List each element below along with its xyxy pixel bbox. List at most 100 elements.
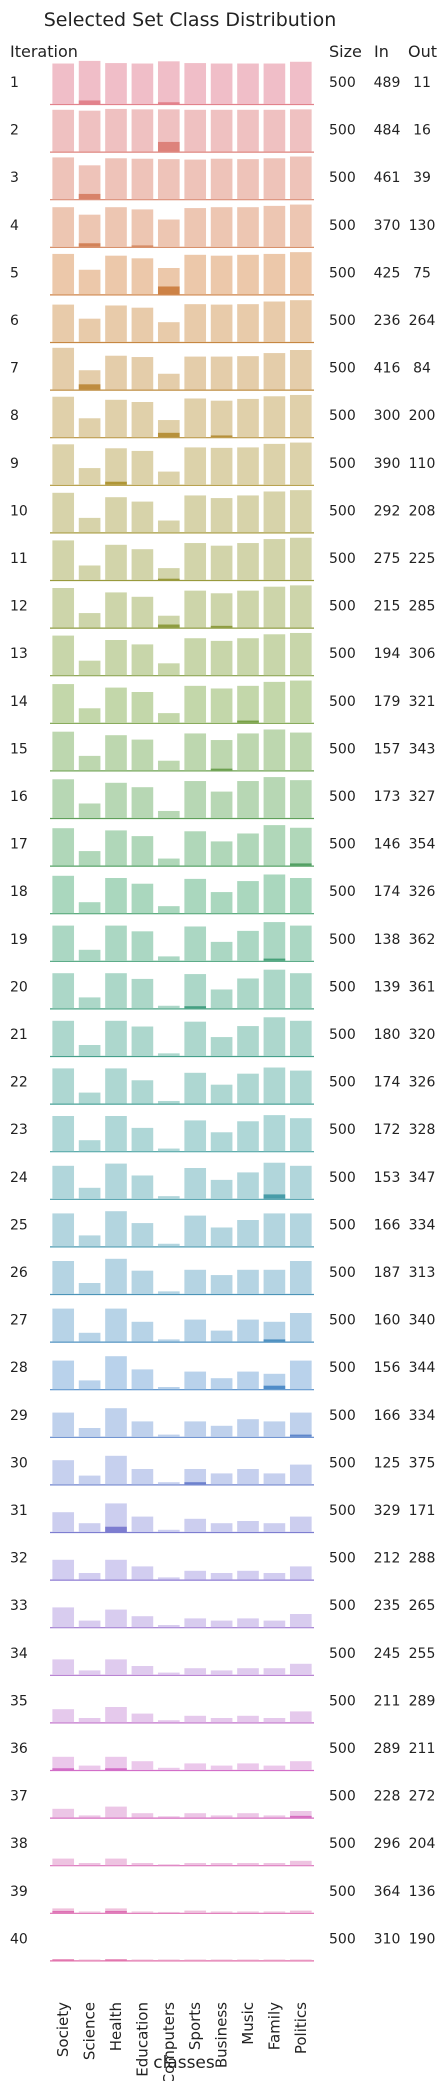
iteration-label: 14 [10, 694, 28, 710]
bar-politics [289, 585, 312, 628]
size-value: 500 [329, 1408, 356, 1424]
bar-science [78, 1428, 101, 1437]
iteration-label: 12 [10, 599, 28, 615]
bar-music [237, 1469, 259, 1485]
out-value: 255 [409, 1646, 436, 1662]
in-value: 187 [374, 1265, 401, 1281]
bar-business [210, 498, 233, 533]
bar-music [237, 207, 259, 247]
x-tick-business: Business [213, 2002, 231, 2068]
bar-family [263, 158, 286, 200]
size-value: 500 [329, 551, 356, 567]
bar-politics [289, 156, 312, 200]
bar-sports [184, 1518, 207, 1532]
in-value: 289 [374, 1741, 401, 1757]
bar-science [78, 1187, 101, 1199]
bar-music [237, 356, 259, 390]
out-value: 84 [413, 361, 431, 377]
bar-science [78, 165, 101, 200]
bar-computers [157, 1959, 180, 1961]
bar-music [237, 1269, 259, 1294]
bar-health [105, 63, 127, 104]
bar-society [52, 635, 75, 676]
bar-society [52, 1460, 75, 1485]
bar-politics [289, 1860, 312, 1866]
iteration-row: 37 500 228 272 [10, 1789, 435, 1819]
iteration-label: 18 [10, 884, 28, 900]
bar-health [105, 305, 127, 342]
bar-computers [157, 615, 180, 628]
bar-business [210, 1227, 233, 1247]
bar-sports [184, 590, 207, 628]
bar-politics [289, 300, 312, 342]
bar-family [263, 1620, 286, 1628]
bar-computers [157, 810, 180, 818]
bar-health [105, 925, 127, 961]
in-value: 153 [374, 1170, 401, 1186]
bar-computers [157, 956, 180, 961]
bar-family [263, 1959, 286, 1961]
size-value: 500 [329, 932, 356, 948]
iteration-row: 26 500 187 313 [10, 1258, 435, 1296]
highlight-bar-computers [157, 286, 180, 295]
iteration-row: 28 500 156 344 [10, 1356, 435, 1391]
size-value: 500 [329, 1789, 356, 1805]
size-value: 500 [329, 1836, 356, 1852]
bar-education [131, 1761, 154, 1770]
bar-society [52, 1559, 75, 1580]
in-value: 138 [374, 932, 401, 948]
iteration-label: 37 [10, 1789, 28, 1805]
bar-computers [157, 858, 180, 866]
highlight-bar-computers [157, 141, 180, 152]
out-value: 326 [409, 884, 436, 900]
bar-music [237, 159, 259, 200]
bar-education [131, 978, 154, 1009]
bar-family [263, 922, 286, 961]
bar-business [210, 1911, 233, 1913]
iteration-row: 6 500 236 264 [10, 300, 435, 344]
highlight-bar-business [210, 768, 233, 771]
out-value: 327 [409, 789, 436, 805]
highlight-bar-politics [289, 1434, 312, 1437]
bar-education [131, 209, 154, 247]
bar-health [105, 1503, 127, 1532]
bar-science [78, 755, 101, 771]
bar-computers [157, 663, 180, 676]
bar-business [210, 158, 233, 200]
highlight-bar-science [78, 243, 101, 247]
bar-society [52, 1068, 75, 1104]
size-value: 500 [329, 789, 356, 805]
bar-family [263, 681, 286, 723]
bar-business [210, 1330, 233, 1342]
out-value: 285 [409, 599, 436, 615]
x-tick-computers: Computers [160, 2002, 178, 2081]
bar-society [52, 1116, 75, 1152]
highlight-bar-society [52, 1959, 75, 1961]
bar-education [131, 1959, 154, 1961]
bar-business [210, 1179, 233, 1199]
bar-sports [184, 447, 207, 485]
iteration-row: 11 500 275 225 [10, 537, 435, 582]
bar-computers [157, 1148, 180, 1152]
bar-health [105, 592, 127, 628]
bar-science [78, 851, 101, 866]
bar-politics [289, 1261, 312, 1294]
iteration-row: 1 500 489 11 [10, 60, 431, 106]
in-column-header: In [374, 42, 389, 61]
bar-music [237, 881, 259, 914]
bar-education [131, 501, 154, 533]
bar-politics [289, 1464, 312, 1485]
bar-society [52, 63, 75, 104]
highlight-bar-family [263, 958, 286, 961]
iteration-row: 24 500 153 347 [10, 1162, 435, 1200]
size-value: 500 [329, 599, 356, 615]
bar-politics [289, 1566, 312, 1580]
bar-health [105, 973, 127, 1009]
bar-science [78, 1863, 101, 1866]
x-tick-politics: Politics [292, 2002, 310, 2054]
iteration-label: 17 [10, 837, 28, 853]
bar-family [263, 109, 286, 152]
bar-music [237, 930, 259, 961]
bar-family [263, 1863, 286, 1866]
size-value: 500 [329, 1265, 356, 1281]
